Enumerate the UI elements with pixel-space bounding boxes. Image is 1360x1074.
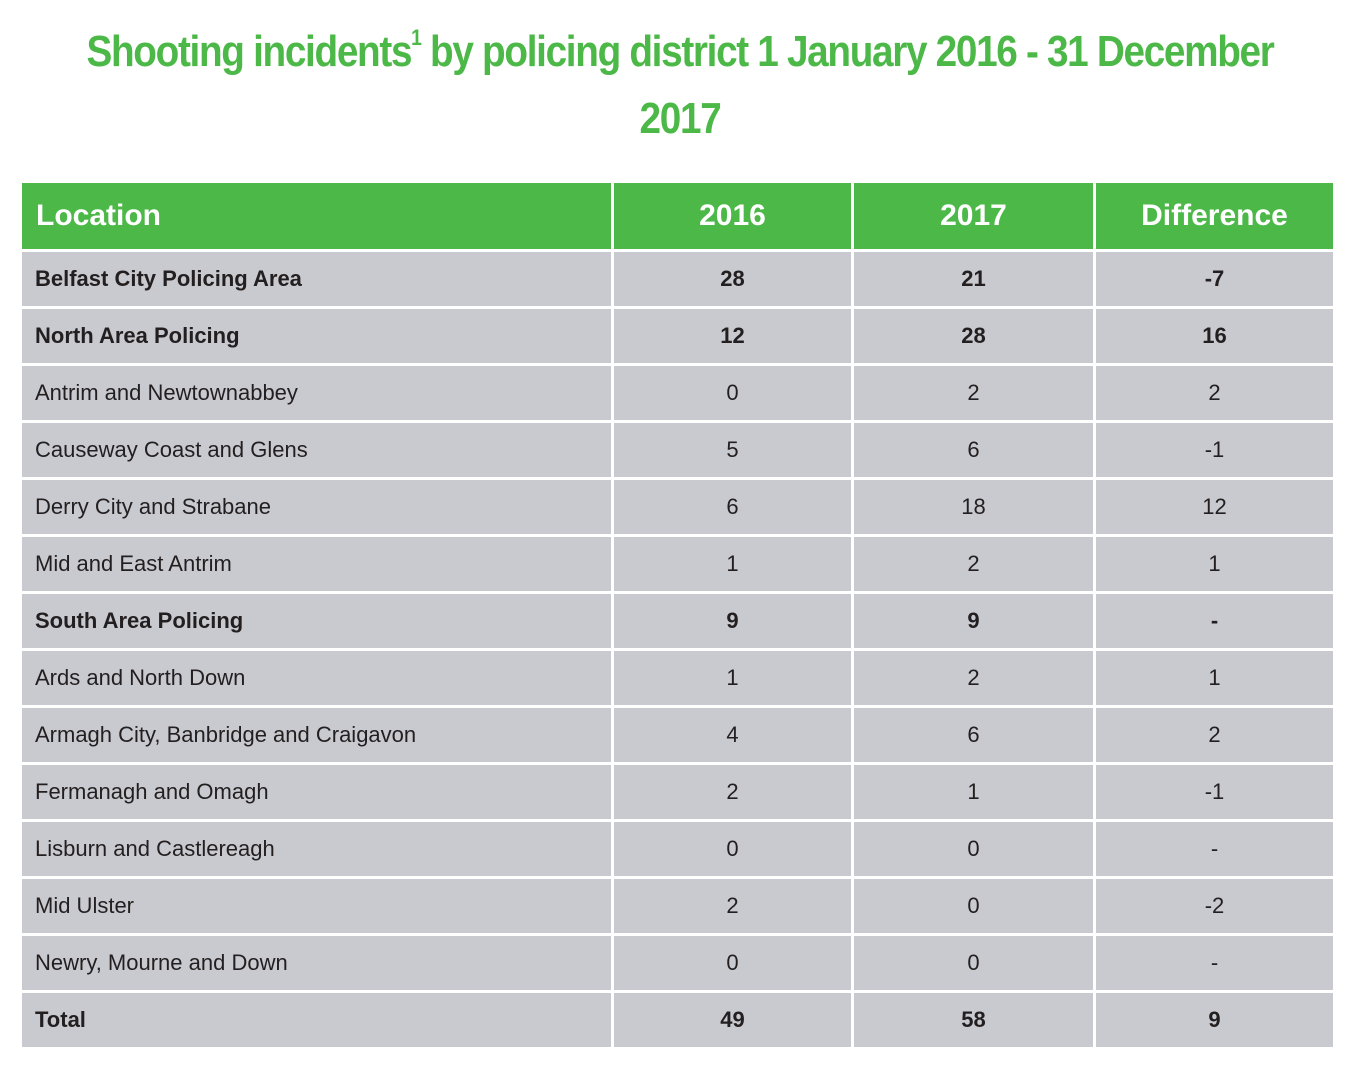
cell-2016: 12	[614, 309, 851, 363]
table-row: Lisburn and Castlereagh 0 0-	[22, 822, 1333, 876]
title-rest: by policing district 1 January 2016 - 31…	[420, 27, 1275, 143]
cell-2016: 0	[614, 366, 851, 420]
title-main: Shooting incidents	[86, 27, 412, 76]
table-row: Ards and North Down 1 2 1	[22, 651, 1333, 705]
cell-2017: 0	[854, 936, 1093, 990]
cell-2017: 6	[854, 423, 1093, 477]
cell-2016: 49	[614, 993, 851, 1047]
shooting-incidents-table: Location 2016 2017 Difference Belfast Ci…	[19, 180, 1336, 1050]
table-row: Antrim and Newtownabbey 0 2 2	[22, 366, 1333, 420]
table-row: Mid and East Antrim 1 2 1	[22, 537, 1333, 591]
cell-location: Total	[22, 993, 611, 1047]
table-row: North Area Policing 12 28 16	[22, 309, 1333, 363]
cell-2016: 4	[614, 708, 851, 762]
cell-difference: -1	[1096, 765, 1333, 819]
header-row: Location 2016 2017 Difference	[22, 183, 1333, 249]
table-row: Causeway Coast and Glens 5 6 -1	[22, 423, 1333, 477]
cell-location: South Area Policing	[22, 594, 611, 648]
cell-2017: 0	[854, 822, 1093, 876]
table-row: Fermanagh and Omagh 2 1 -1	[22, 765, 1333, 819]
cell-difference: 2	[1096, 366, 1333, 420]
cell-2016: 9	[614, 594, 851, 648]
cell-2017: 58	[854, 993, 1093, 1047]
cell-difference: -2	[1096, 879, 1333, 933]
cell-2016: 0	[614, 822, 851, 876]
cell-location: Ards and North Down	[22, 651, 611, 705]
cell-location: Armagh City, Banbridge and Craigavon	[22, 708, 611, 762]
cell-difference: 16	[1096, 309, 1333, 363]
header-location: Location	[22, 183, 611, 249]
table-row: Derry City and Strabane 6 18 12	[22, 480, 1333, 534]
cell-difference: -	[1096, 822, 1333, 876]
header-2017: 2017	[854, 183, 1093, 249]
cell-2016: 1	[614, 651, 851, 705]
table-row: Newry, Mourne and Down 0 0-	[22, 936, 1333, 990]
page-title: Shooting incidents1 by policing district…	[82, 18, 1279, 152]
cell-difference: -7	[1096, 252, 1333, 306]
table-row: Belfast City Policing Area 28 21 -7	[22, 252, 1333, 306]
cell-2016: 0	[614, 936, 851, 990]
header-difference: Difference	[1096, 183, 1333, 249]
cell-difference: 2	[1096, 708, 1333, 762]
cell-2017: 2	[854, 651, 1093, 705]
cell-2016: 2	[614, 879, 851, 933]
cell-difference: 9	[1096, 993, 1333, 1047]
cell-location: North Area Policing	[22, 309, 611, 363]
table-row: Armagh City, Banbridge and Craigavon 4 6 2	[22, 708, 1333, 762]
cell-2017: 9	[854, 594, 1093, 648]
cell-location: Antrim and Newtownabbey	[22, 366, 611, 420]
cell-2016: 5	[614, 423, 851, 477]
table-row: Mid Ulster 2 0 -2	[22, 879, 1333, 933]
cell-difference: -1	[1096, 423, 1333, 477]
cell-location: Belfast City Policing Area	[22, 252, 611, 306]
cell-difference: -	[1096, 594, 1333, 648]
cell-location: Derry City and Strabane	[22, 480, 611, 534]
cell-location: Newry, Mourne and Down	[22, 936, 611, 990]
cell-2016: 1	[614, 537, 851, 591]
cell-2016: 6	[614, 480, 851, 534]
cell-2017: 2	[854, 537, 1093, 591]
cell-difference: 1	[1096, 537, 1333, 591]
title-footnote: 1	[411, 25, 422, 50]
cell-difference: -	[1096, 936, 1333, 990]
table-row: Total 49 58 9	[22, 993, 1333, 1047]
cell-location: Lisburn and Castlereagh	[22, 822, 611, 876]
cell-2017: 0	[854, 879, 1093, 933]
cell-2017: 2	[854, 366, 1093, 420]
cell-location: Mid and East Antrim	[22, 537, 611, 591]
cell-location: Fermanagh and Omagh	[22, 765, 611, 819]
cell-2016: 28	[614, 252, 851, 306]
cell-difference: 12	[1096, 480, 1333, 534]
header-2016: 2016	[614, 183, 851, 249]
cell-difference: 1	[1096, 651, 1333, 705]
cell-2017: 28	[854, 309, 1093, 363]
cell-2017: 6	[854, 708, 1093, 762]
cell-2016: 2	[614, 765, 851, 819]
cell-location: Mid Ulster	[22, 879, 611, 933]
cell-2017: 18	[854, 480, 1093, 534]
cell-location: Causeway Coast and Glens	[22, 423, 611, 477]
cell-2017: 21	[854, 252, 1093, 306]
cell-2017: 1	[854, 765, 1093, 819]
table-row: South Area Policing 9 9-	[22, 594, 1333, 648]
